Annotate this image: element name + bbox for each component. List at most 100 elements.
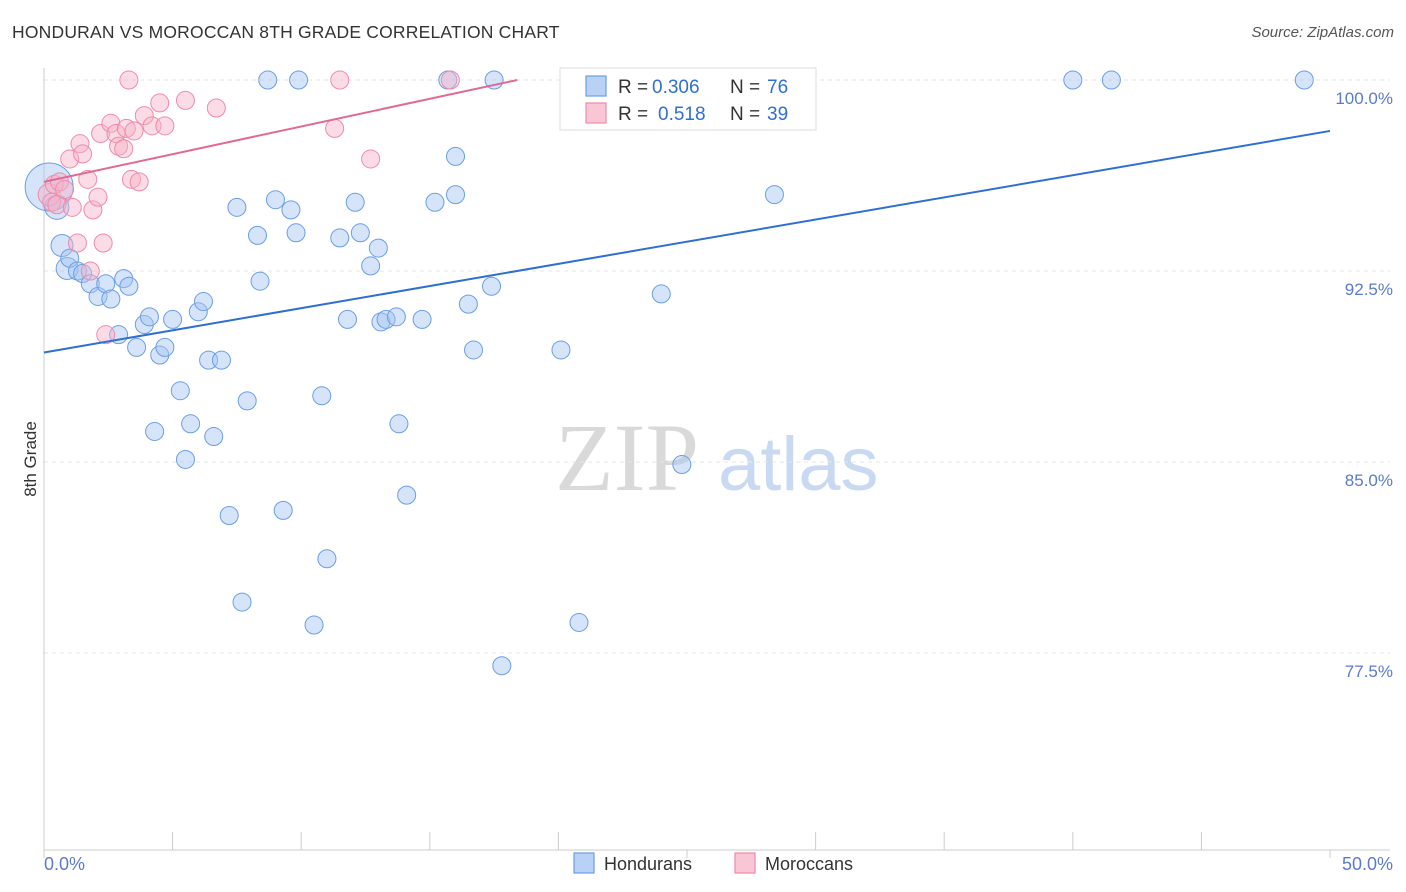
axes: [43, 68, 1390, 851]
honduran-point: [250, 271, 270, 291]
honduran-point: [1101, 70, 1121, 90]
honduran-point: [258, 70, 278, 90]
source-label: Source: ZipAtlas.com: [1251, 24, 1394, 41]
honduran-point: [412, 309, 432, 329]
honduran-point: [389, 414, 409, 434]
honduran-point: [188, 302, 208, 322]
moroccan-point: [60, 149, 80, 169]
y-axis-title: 8th Grade: [21, 421, 40, 497]
honduran-point: [386, 307, 406, 327]
moroccan-point: [88, 187, 108, 207]
honduran-r-label: R =: [618, 77, 648, 98]
honduran-point: [425, 192, 445, 212]
honduran-point: [551, 340, 571, 360]
moroccan-point: [114, 139, 134, 159]
gridlines: [44, 79, 1390, 654]
honduran-point: [569, 612, 589, 632]
watermark-zip: ZIP: [555, 404, 699, 511]
moroccan-r-value: 0.518: [658, 104, 706, 125]
honduran-trend-line: [43, 129, 1331, 354]
honduran-point: [227, 197, 247, 217]
honduran-point: [446, 185, 466, 205]
moroccans-legend-label: Moroccans: [765, 854, 853, 874]
y-tick-label: 100.0%: [1335, 89, 1393, 108]
honduran-point: [371, 312, 391, 332]
moroccan-point: [80, 261, 100, 281]
honduran-point: [96, 274, 116, 294]
honduran-point: [247, 225, 267, 245]
honduran-point: [101, 289, 121, 309]
moroccan-point: [155, 116, 175, 136]
honduran-point: [237, 391, 257, 411]
y-tick-label: 85.0%: [1345, 471, 1393, 490]
moroccan-r-label: R =: [618, 104, 648, 125]
honduran-point: [119, 276, 139, 296]
trend-lines: [43, 79, 1331, 354]
honduran-point: [204, 427, 224, 447]
honduran-point: [211, 350, 231, 370]
honduran-point: [170, 381, 190, 401]
honduran-point: [232, 592, 252, 612]
moroccan-point: [124, 121, 144, 141]
honduran-point: [265, 190, 285, 210]
honduran-points: [24, 70, 1314, 676]
honduran-point: [345, 192, 365, 212]
y-tick-labels: 77.5% 85.0% 92.5% 100.0%: [1335, 89, 1393, 681]
moroccan-point: [55, 180, 75, 200]
honduran-point: [764, 185, 784, 205]
moroccan-point: [361, 149, 381, 169]
moroccan-point: [83, 200, 103, 220]
moroccan-point: [78, 169, 98, 189]
moroccan-point: [119, 70, 139, 90]
honduran-point: [458, 294, 478, 314]
moroccan-point: [101, 113, 121, 133]
honduran-point: [286, 223, 306, 243]
x-ticks: [43, 832, 1331, 858]
moroccan-n-value: 39: [767, 104, 788, 125]
moroccans-legend-swatch: [734, 852, 756, 874]
x-tick-label-min: 0.0%: [44, 854, 85, 874]
honduran-point: [464, 340, 484, 360]
honduran-point: [181, 414, 201, 434]
hondurans-legend-swatch: [573, 852, 595, 874]
hondurans-legend-label: Hondurans: [604, 854, 692, 874]
moroccan-point: [440, 70, 460, 90]
moroccan-point: [150, 93, 170, 113]
honduran-point: [193, 292, 213, 312]
honduran-point: [1063, 70, 1083, 90]
honduran-point: [368, 238, 388, 258]
honduran-point: [281, 200, 301, 220]
y-tick-label: 92.5%: [1345, 280, 1393, 299]
honduran-point: [127, 337, 147, 357]
honduran-point: [50, 234, 74, 258]
honduran-point: [492, 656, 512, 676]
moroccan-point: [134, 106, 154, 126]
honduran-point: [304, 615, 324, 635]
honduran-r-value: 0.306: [652, 77, 700, 98]
honduran-point: [289, 70, 309, 90]
honduran-point: [163, 309, 183, 329]
honduran-point: [145, 421, 165, 441]
moroccan-point: [175, 90, 195, 110]
honduran-point: [361, 256, 381, 276]
honduran-point: [330, 228, 350, 248]
moroccan-point: [121, 169, 141, 189]
honduran-point: [337, 309, 357, 329]
honduran-point: [1294, 70, 1314, 90]
moroccan-point: [206, 98, 226, 118]
moroccan-point: [96, 325, 116, 345]
moroccan-point: [93, 233, 113, 253]
moroccan-n-label: N =: [730, 104, 760, 125]
honduran-legend-swatch: [585, 75, 607, 97]
moroccan-point: [116, 118, 136, 138]
moroccan-point: [73, 144, 93, 164]
honduran-point: [139, 307, 159, 327]
moroccan-point: [91, 123, 111, 143]
honduran-point: [219, 505, 239, 525]
honduran-point: [312, 386, 332, 406]
honduran-n-value: 76: [767, 77, 788, 98]
honduran-point: [482, 276, 502, 296]
x-tick-label-max: 50.0%: [1342, 854, 1393, 874]
moroccan-trend-line: [43, 79, 518, 183]
